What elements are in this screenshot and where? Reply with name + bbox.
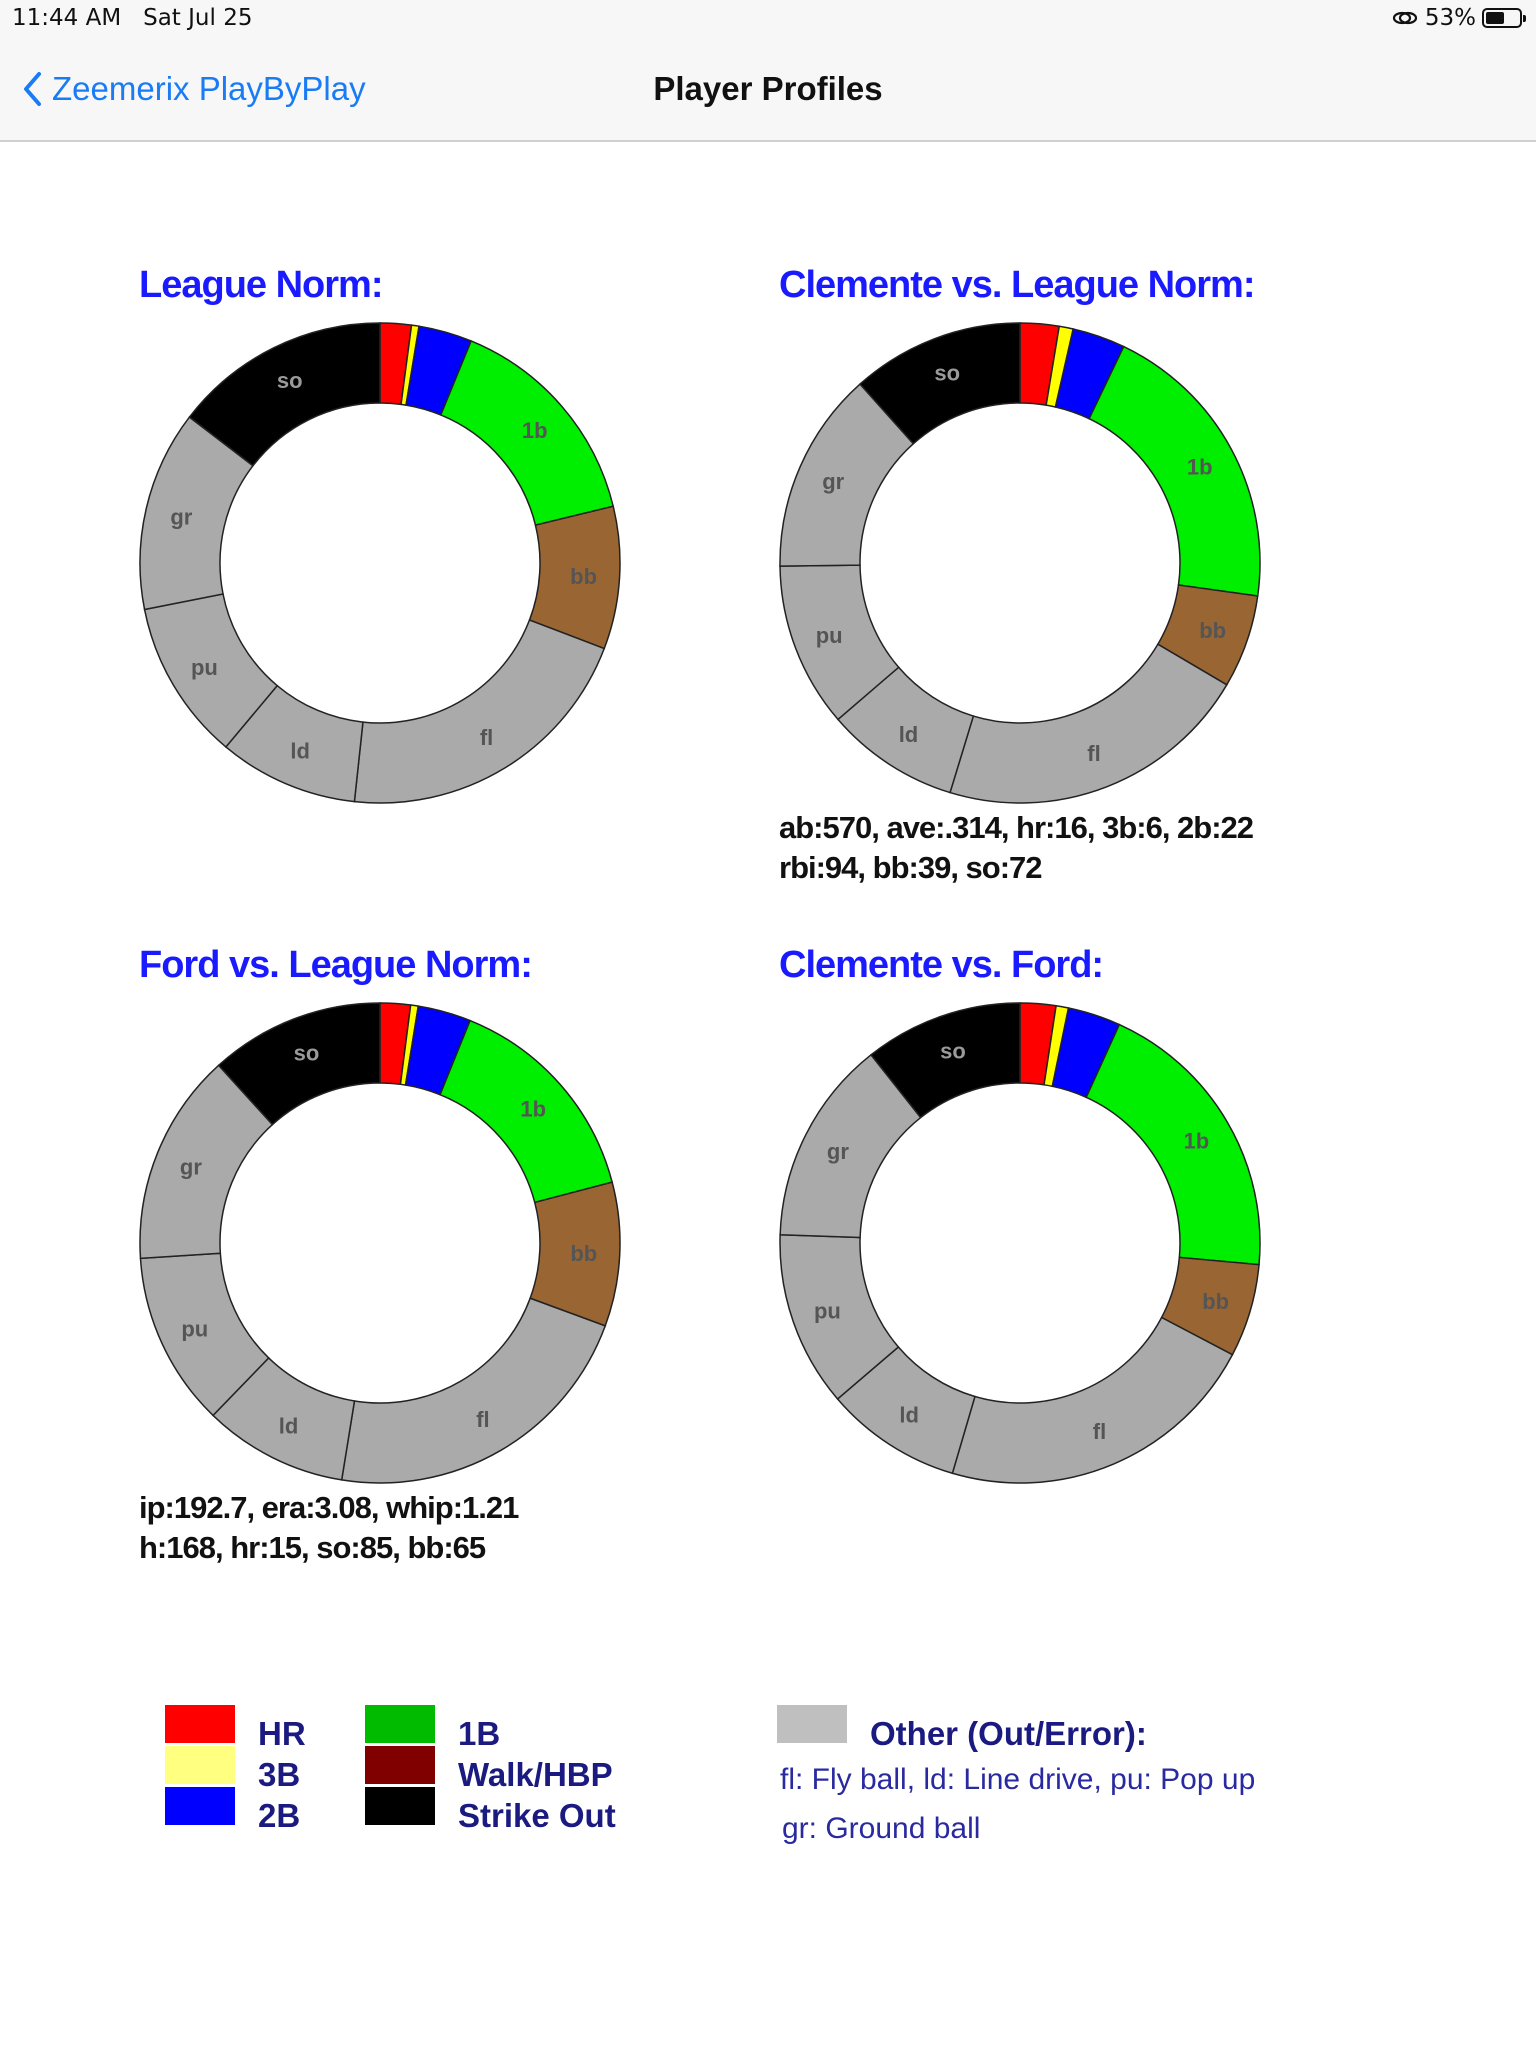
chevron-left-icon [24,72,41,106]
slice-so [188,322,381,467]
back-label: Zeemerix PlayByPlay [52,70,366,107]
slice-label-bb: bb [570,1241,597,1266]
legend-label-other: Other (Out/Error): [870,1715,1147,1752]
slice-label-pu: pu [814,1298,841,1323]
legend-label-1b: 1B [458,1715,501,1752]
donut-chart-clemente-vs-ford: 1b bb fl ld pu gr so [779,1002,1261,1484]
slice-1b [1088,345,1261,597]
slice-label-ld: ld [899,1402,919,1427]
legend-other-desc-2: gr: Ground ball [782,1812,981,1845]
slice-label-fl: fl [476,1407,489,1432]
legend-label-3b: 3B [258,1756,301,1793]
slice-fl [340,1297,607,1484]
slice-label-ld: ld [899,722,919,747]
clemente-stats: ab:570, ave:.314, hr:16, 3b:6, 2b:22 rbi… [779,808,1254,888]
slice-fl [353,619,606,804]
slice-label-fl: fl [1093,1419,1106,1444]
legend-swatch-hr [165,1705,235,1743]
legend-other-desc-1: fl: Fly ball, ld: Line drive, pu: Pop up [780,1763,1256,1796]
chart-title-clemente-vs-ford: Clemente vs. Ford: [779,944,1104,986]
battery-percent: 53% [1424,5,1476,31]
page-title: Player Profiles [653,70,883,107]
chart-title-ford-vs-league: Ford vs. League Norm: [139,944,533,986]
clemente-stats-line-1: ab:570, ave:.314, hr:16, 3b:6, 2b:22 [779,810,1254,845]
legend-swatch-strike-out [365,1787,435,1825]
slice-label-so: so [934,360,960,385]
slice-label-1b: 1b [1183,1128,1209,1153]
ford-stats-line-2: h:168, hr:15, so:85, bb:65 [139,1530,486,1565]
slice-label-bb: bb [1202,1289,1229,1314]
battery-icon [1482,8,1526,28]
slice-label-gr: gr [822,469,844,494]
slice-label-so: so [277,368,303,393]
slice-label-so: so [940,1038,966,1063]
legend-label-hr: HR [258,1715,306,1752]
legend-swatch-2b [165,1787,235,1825]
slice-label-fl: fl [480,725,493,750]
navigation-bar: Zeemerix PlayByPlay Player Profiles [0,40,1536,142]
slice-label-bb: bb [570,564,597,589]
donut-chart-ford-vs-league: 1b bb fl ld pu gr so [139,1002,621,1484]
slice-so [858,322,1021,445]
slice-1b [1085,1023,1261,1266]
slice-label-gr: gr [180,1154,202,1179]
status-date: Sat Jul 25 [143,5,253,31]
slice-label-gr: gr [170,505,192,530]
legend-swatch-walk-hbp [365,1746,435,1784]
ford-stats: ip:192.7, era:3.08, whip:1.21 h:168, hr:… [139,1488,519,1568]
slice-label-pu: pu [181,1317,208,1342]
legend-swatch-other [777,1705,847,1743]
back-button[interactable]: Zeemerix PlayByPlay [22,70,366,108]
chart-title-clemente-vs-league: Clemente vs. League Norm: [779,264,1255,306]
status-time: 11:44 AM [12,5,122,31]
clemente-stats-line-2: rbi:94, bb:39, so:72 [779,850,1043,885]
slice-so [869,1002,1021,1119]
legend-label-2b: 2B [258,1797,301,1834]
slice-label-1b: 1b [520,1096,546,1121]
donut-chart-clemente-vs-league: 1b bb fl ld pu gr so [779,322,1261,804]
ford-stats-line-1: ip:192.7, era:3.08, whip:1.21 [139,1490,519,1525]
status-bar: 11:44 AM Sat Jul 25 53% [0,0,1536,40]
slice-label-pu: pu [191,655,218,680]
slice-label-gr: gr [827,1139,849,1164]
status-right: 53% [1391,5,1526,31]
slice-label-ld: ld [279,1413,299,1438]
legend-swatch-1b [365,1705,435,1743]
slice-so [217,1002,381,1126]
chart-title-league-norm: League Norm: [139,264,383,306]
slice-fl [951,1316,1234,1484]
slice-fl [949,643,1228,804]
slice-label-pu: pu [816,623,843,648]
donut-chart-league-norm: 1b bb fl ld pu gr so [139,322,621,804]
slice-label-1b: 1b [1187,454,1213,479]
screen-mirror-icon [1392,11,1417,25]
slice-label-fl: fl [1087,741,1100,766]
slice-label-ld: ld [290,739,310,764]
legend-swatch-3b [165,1746,235,1784]
slice-label-so: so [294,1041,320,1066]
slice-label-bb: bb [1199,618,1226,643]
legend-label-strike-out: Strike Out [458,1797,616,1834]
slice-label-1b: 1b [522,418,548,443]
legend-label-walk-hbp: Walk/HBP [458,1756,613,1793]
status-time-date: 11:44 AM Sat Jul 25 [12,5,252,31]
